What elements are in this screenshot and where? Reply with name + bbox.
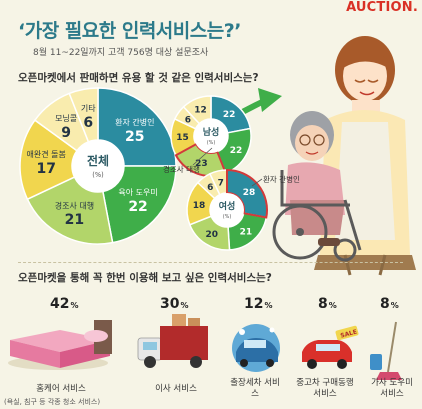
pie-male-center — [194, 119, 228, 153]
pie-main-cat-0: 환자 간병인 — [115, 117, 154, 127]
pie-main-cat-1: 육아 도우미 — [118, 187, 157, 197]
mop-icon — [370, 321, 402, 380]
pie-male-value-3: 15 — [176, 133, 189, 143]
question-2: 오픈마켓을 통해 꼭 한번 이용해 보고 싶은 인력서비스는? — [18, 272, 272, 284]
callout-funeral: 경조사 대행 — [163, 164, 200, 174]
pie-main-center — [72, 140, 124, 192]
pie-female-value-3: 18 — [193, 201, 206, 211]
home-care-sub: (욕실, 침구 등 각종 청소 서비스) — [4, 398, 101, 406]
overall-pie-chart: 환자 간병인 25 육아 도우미 22 경조사 대행 21 애완견 돌봄 17 모닝콜 9 기타 6 전… — [19, 87, 177, 245]
home-care-pct: 42% — [50, 296, 79, 312]
car-wash-pct: 12% — [244, 296, 273, 312]
callout-patient: 환자 간병인 — [263, 174, 300, 184]
pie-female-center — [210, 193, 244, 227]
car-wash-icon — [232, 324, 280, 372]
home-care-label: 홈케어 서비스 — [36, 384, 86, 394]
pie-main-value-2: 21 — [65, 212, 84, 228]
pie-female-value-1: 21 — [240, 228, 253, 238]
pie-main-center-unit: (%) — [92, 171, 103, 179]
pie-main-cat-2: 경조사 대행 — [55, 200, 94, 210]
bed-icon — [8, 320, 112, 370]
pie-main-value-3: 17 — [36, 161, 55, 177]
female-pie-chart: 28 21 20 186 7 여성 (%) — [186, 168, 268, 251]
pie-male-value-5: 12 — [194, 106, 207, 116]
sale-tag: SALE — [340, 329, 358, 340]
pie-male-value-4: 6 — [185, 115, 191, 125]
pie-male-value-1: 22 — [230, 146, 243, 156]
pie-female-center-label: 여성 — [219, 200, 236, 212]
pie-female-value-4: 6 — [207, 183, 213, 193]
pie-male-value-0: 22 — [223, 110, 236, 120]
pie-female-center-unit: (%) — [223, 214, 232, 220]
pie-female-value-0: 28 — [243, 188, 256, 198]
moving-pct: 30% — [160, 296, 189, 312]
page-title: ‘가장 필요한 인력서비스는?’ — [18, 20, 241, 42]
arrow-up-head-icon — [258, 88, 282, 112]
car-wash-label: 출장세차 서비스 — [230, 378, 280, 399]
pie-main-cat-5: 기타 — [81, 104, 96, 113]
pie-main-value-0: 25 — [125, 129, 144, 145]
pie-main-value-5: 6 — [83, 115, 93, 131]
caregiver-illustration — [314, 36, 416, 276]
pie-male-value-2: 23 — [195, 159, 208, 169]
male-pie-chart: 22 22 23 15 612 남성 (%) — [170, 95, 252, 177]
moving-truck-icon — [137, 314, 208, 368]
pie-main-value-4: 9 — [61, 125, 71, 141]
elderly-woman-illustration — [272, 111, 362, 262]
used-car-label: 중고차 구매동행 서비스 — [296, 378, 354, 399]
question-1: 오픈마켓에서 판매하면 유용 할 것 같은 인력서비스는? — [18, 72, 259, 84]
pie-main-center-label: 전체 — [87, 153, 109, 168]
survey-subtitle: 8월 11~22일까지 고객 756명 대상 설문조사 — [33, 48, 209, 58]
used-car-icon — [302, 325, 359, 369]
pie-male-center-unit: (%) — [207, 140, 216, 146]
auction-logo: AUCTION. — [346, 0, 418, 15]
housekeeper-label: 가사 도우미 서비스 — [371, 378, 413, 399]
used-car-pct: 8% — [318, 296, 337, 312]
pie-main-value-1: 22 — [128, 199, 147, 215]
pie-female-value-2: 20 — [205, 230, 218, 240]
section-divider — [18, 262, 403, 263]
pie-main-cat-3: 애완견 돌봄 — [27, 149, 66, 159]
housekeeper-pct: 8% — [380, 296, 399, 312]
moving-label: 이사 서비스 — [155, 384, 197, 394]
pie-male-center-label: 남성 — [203, 126, 220, 138]
pie-main-cat-4: 모닝콜 — [55, 113, 77, 123]
pie-female-value-5: 7 — [218, 178, 224, 188]
